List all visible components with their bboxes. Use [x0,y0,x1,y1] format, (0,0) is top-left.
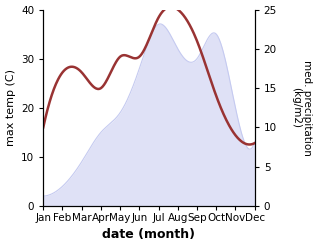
Y-axis label: med. precipitation
(kg/m2): med. precipitation (kg/m2) [291,60,313,156]
X-axis label: date (month): date (month) [102,228,196,242]
Y-axis label: max temp (C): max temp (C) [5,69,16,146]
